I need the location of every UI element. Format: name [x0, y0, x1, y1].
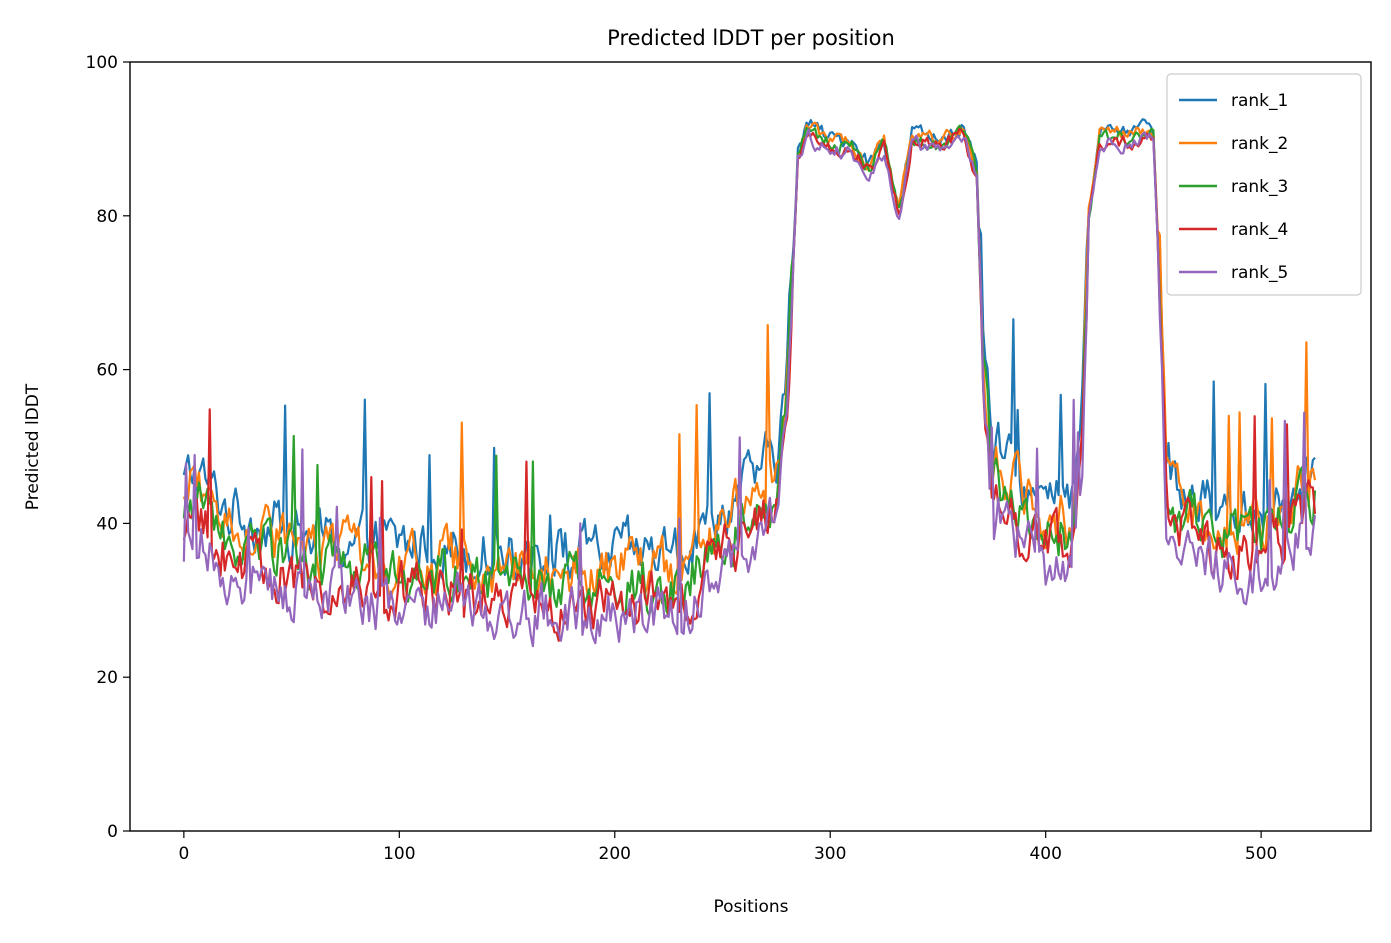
x-tick-label: 200 — [599, 844, 631, 864]
y-tick-label: 0 — [107, 822, 118, 842]
legend-label-rank_1: rank_1 — [1231, 91, 1288, 111]
x-tick-label: 400 — [1029, 844, 1061, 864]
legend-label-rank_3: rank_3 — [1231, 177, 1288, 197]
series-line-rank_1 — [182, 118, 1316, 584]
plot-frame — [129, 61, 1372, 832]
series-line-rank_5 — [182, 128, 1317, 648]
y-tick-label: 40 — [96, 514, 118, 534]
y-axis-label: Predicted lDDT — [23, 383, 43, 510]
legend-label-rank_4: rank_4 — [1231, 220, 1288, 240]
x-axis-label: Positions — [713, 897, 788, 917]
y-tick-label: 80 — [96, 207, 118, 227]
y-axis-ticks: 0 20 40 60 80 100 — [86, 53, 130, 842]
y-tick-label: 60 — [96, 361, 118, 381]
x-axis-ticks: 0 100 200 300 400 500 — [178, 831, 1277, 864]
x-tick-label: 500 — [1245, 844, 1277, 864]
chart-title: Predicted lDDT per position — [607, 26, 895, 50]
legend-label-rank_5: rank_5 — [1231, 263, 1288, 283]
legend-label-rank_2: rank_2 — [1231, 134, 1288, 154]
plot-area — [182, 118, 1317, 648]
legend-box — [1166, 73, 1362, 296]
x-tick-label: 100 — [383, 844, 415, 864]
x-tick-label: 300 — [814, 844, 846, 864]
x-tick-label: 0 — [178, 844, 189, 864]
y-tick-label: 20 — [96, 668, 118, 688]
y-tick-label: 100 — [86, 53, 118, 73]
legend: rank_1 rank_2 rank_3 rank_4 rank_5 — [1166, 73, 1362, 296]
